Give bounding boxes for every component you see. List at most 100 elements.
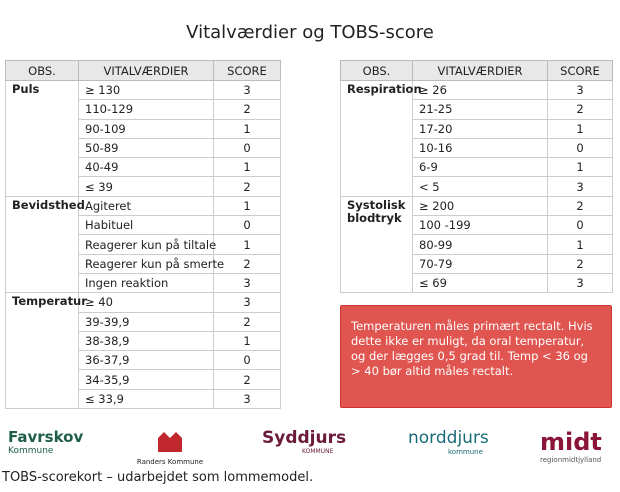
- logo: Favrskov Kommune: [8, 428, 83, 468]
- logo: Syddjurs KOMMUNE: [262, 428, 346, 468]
- logo-name: Favrskov: [8, 428, 84, 446]
- score-cell: 1: [547, 157, 613, 178]
- group-label: Bevidsthed: [5, 195, 85, 294]
- value-cell: ≥ 26: [412, 79, 548, 101]
- header-cell: VITALVÆRDIER: [412, 60, 548, 81]
- logo-name: Syddjurs: [262, 428, 347, 448]
- score-table: OBS. VITALVÆRDIER SCORE Puls ≥ 130 3 110-129 2 9…: [5, 60, 281, 410]
- logo-sub: Kommune: [8, 446, 54, 456]
- score-cell: 2: [213, 311, 281, 332]
- value-cell: Ingen reaktion: [78, 272, 214, 294]
- value-cell: 50-89: [78, 137, 214, 159]
- row: 17-20 1: [341, 118, 613, 139]
- value-cell: Agiteret: [78, 195, 214, 217]
- logo: Randers Kommune: [130, 428, 210, 468]
- logo: norddjurs kommune: [408, 428, 489, 468]
- row: 38-38,9 1: [6, 330, 281, 352]
- group-label: Puls: [5, 80, 79, 197]
- score-cell: 1: [547, 118, 613, 139]
- score-table: OBS. VITALVÆRDIER SCORE Respiration ≥ 26 3 21-…: [340, 60, 613, 294]
- score-cell: 1: [213, 234, 281, 255]
- note-box: Temperaturen måles primært rectalt. Hvis…: [340, 305, 612, 408]
- row: Puls ≥ 130 3: [5, 79, 281, 197]
- score-cell: 1: [213, 157, 281, 178]
- score-cell: 3: [213, 79, 281, 101]
- row: ≤ 69 3: [341, 272, 613, 294]
- logo-sub: kommune: [448, 448, 483, 456]
- logo-name: midt: [540, 428, 602, 456]
- header-row: OBS. VITALVÆRDIER SCORE: [5, 60, 281, 81]
- score-cell: 3: [213, 272, 281, 294]
- header-cell: SCORE: [213, 60, 281, 81]
- group-label: Temperatur: [5, 292, 87, 410]
- value-cell: 100 -199: [412, 215, 548, 236]
- value-cell: 6-9: [412, 157, 548, 178]
- score-cell: 1: [213, 195, 281, 217]
- row: Reagerer kun på smerte 2: [6, 253, 281, 274]
- value-cell: ≥ 130: [78, 79, 214, 101]
- score-cell: 2: [213, 176, 281, 197]
- crest: [158, 432, 182, 452]
- score-cell: 3: [547, 176, 613, 197]
- score-cell: 3: [213, 292, 281, 313]
- value-cell: 40-49: [78, 157, 214, 178]
- score-cell: 3: [547, 272, 613, 294]
- score-cell: 1: [213, 118, 281, 139]
- score-cell: 3: [213, 388, 281, 410]
- value-cell: 36-37,9: [78, 350, 214, 371]
- value-cell: 90-109: [78, 118, 214, 139]
- score-cell: 1: [213, 330, 281, 352]
- value-cell: ≤ 69: [412, 272, 548, 294]
- value-cell: 21-25: [412, 99, 548, 120]
- score-cell: 2: [547, 99, 613, 120]
- score-cell: 3: [547, 79, 613, 101]
- row: ≤ 39 2: [6, 176, 281, 197]
- logo: midt regionmidtjylland: [540, 428, 602, 468]
- footer: TOBS-scorekort – udarbejdet som lommemod…: [2, 470, 314, 485]
- value-cell: 17-20: [412, 118, 548, 139]
- value-cell: Reagerer kun på smerte: [78, 253, 224, 274]
- row: 10-16 0: [341, 137, 613, 159]
- score-cell: 0: [213, 350, 281, 371]
- value-cell: Habituel: [78, 215, 214, 236]
- header-row: OBS. VITALVÆRDIER SCORE: [340, 60, 613, 81]
- group-label: Systolisk blodtryk: [340, 195, 413, 294]
- value-cell: ≤ 33,9: [78, 388, 214, 410]
- header-cell: OBS.: [5, 60, 79, 81]
- logo-name: norddjurs: [408, 428, 489, 448]
- score-cell: 2: [213, 253, 281, 274]
- row: Reagerer kun på tiltale 1: [6, 234, 281, 255]
- value-cell: Reagerer kun på tiltale: [78, 234, 216, 255]
- logo-sub: KOMMUNE: [302, 448, 334, 455]
- title: Vitalværdier og TOBS-score: [186, 22, 434, 43]
- logo-sub: regionmidtjylland: [540, 456, 602, 464]
- row: Bevidsthed Agiteret 1: [5, 195, 281, 294]
- score-cell: 0: [547, 215, 613, 236]
- row: 70-79 2: [341, 253, 613, 274]
- value-cell: 39-39,9: [78, 311, 214, 332]
- score-cell: 2: [213, 99, 281, 120]
- value-cell: < 5: [412, 176, 548, 197]
- score-cell: 1: [547, 234, 613, 255]
- value-cell: ≥ 200: [412, 195, 548, 217]
- row: ≤ 33,9 3: [6, 388, 281, 410]
- row: 34-35,9 2: [6, 369, 281, 390]
- score-cell: 2: [213, 369, 281, 390]
- value-cell: 34-35,9: [78, 369, 214, 390]
- row: Temperatur ≥ 40 3: [5, 292, 281, 410]
- logo-name: Randers Kommune: [136, 458, 204, 466]
- row: 39-39,9 2: [6, 311, 281, 332]
- value-cell: 70-79: [412, 253, 548, 274]
- value-cell: ≥ 40: [78, 292, 214, 313]
- score-cell: 2: [547, 253, 613, 274]
- row: 21-25 2: [341, 99, 613, 120]
- row: Respiration ≥ 26 3: [340, 79, 613, 197]
- value-cell: 38-38,9: [78, 330, 214, 352]
- value-cell: 80-99: [412, 234, 548, 255]
- value-cell: 10-16: [412, 137, 548, 159]
- score-cell: 0: [213, 215, 281, 236]
- row: Systolisk blodtryk ≥ 200 2: [340, 195, 613, 294]
- header-cell: VITALVÆRDIER: [78, 60, 214, 81]
